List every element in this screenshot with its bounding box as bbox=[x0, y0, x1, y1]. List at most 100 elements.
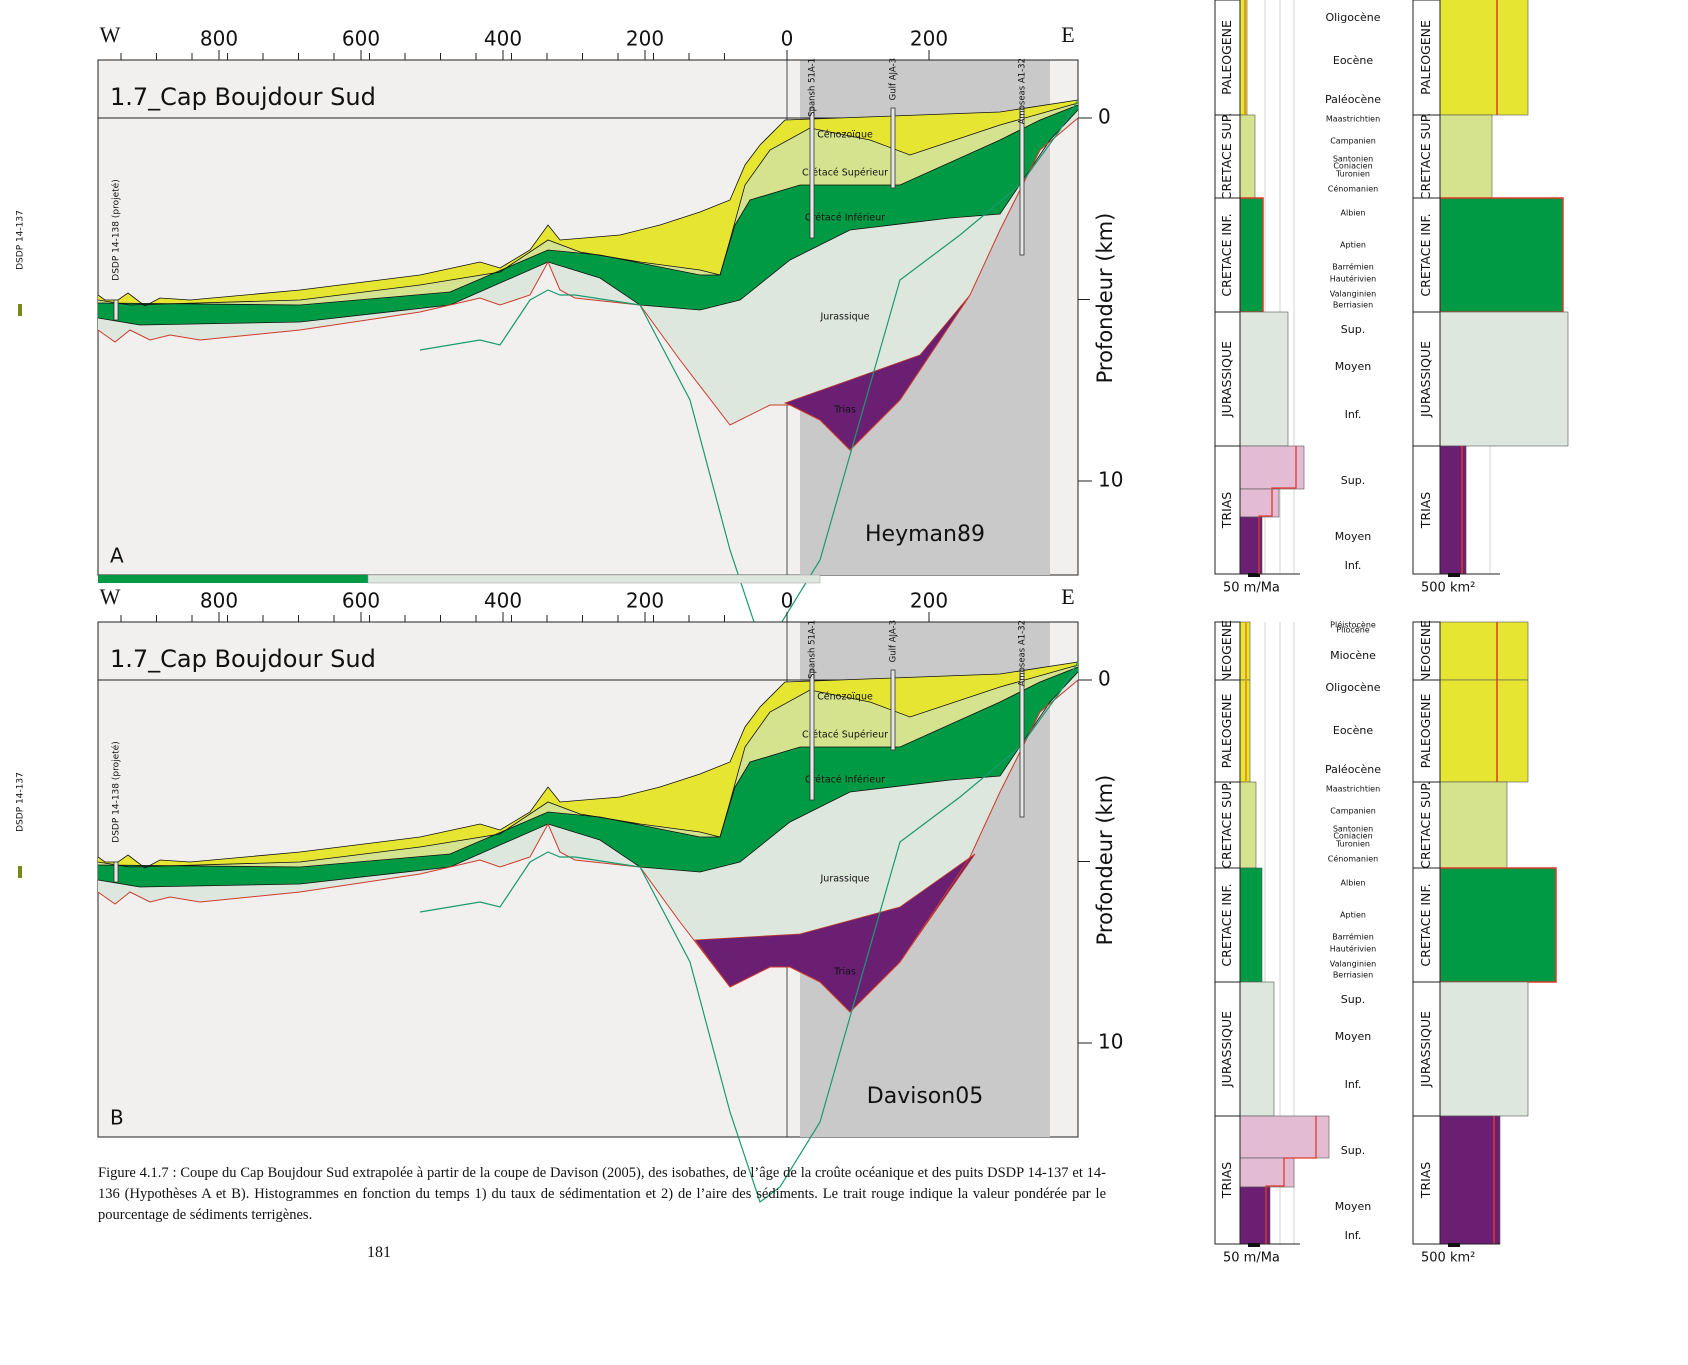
stage-label: Barrémien bbox=[1332, 262, 1374, 272]
stage-label: Miocène bbox=[1330, 649, 1376, 662]
stage-label: Inf. bbox=[1345, 408, 1362, 421]
period-box bbox=[1412, 981, 1441, 1117]
well bbox=[890, 107, 896, 189]
period-label: TRIAS bbox=[1418, 492, 1433, 530]
layer-label: Crétacé Inférieur bbox=[805, 775, 885, 786]
period-box bbox=[1412, 867, 1441, 983]
depth-tick-label: 0 bbox=[1098, 667, 1111, 691]
distance-tick-label: 0 bbox=[781, 27, 794, 51]
well bbox=[1019, 669, 1025, 818]
period-box bbox=[1214, 311, 1241, 447]
stage-label: Cénomanien bbox=[1328, 854, 1378, 864]
histogram-bar bbox=[1439, 981, 1529, 1117]
scale-label: 50 m/Ma bbox=[1223, 581, 1280, 596]
depth-tick-label: 10 bbox=[1098, 1030, 1123, 1054]
period-label: JURASSIQUE bbox=[1219, 341, 1234, 418]
scale-label: 500 km² bbox=[1421, 1251, 1475, 1266]
distance-tick-label: 600 bbox=[342, 27, 380, 51]
stage-label: Valanginien bbox=[1330, 960, 1377, 969]
projected-well-label: DSDP 14-138 (projeté) bbox=[111, 179, 122, 280]
stage-label: Barrémien bbox=[1332, 932, 1374, 942]
projected-well bbox=[113, 861, 119, 883]
stage-label: Aptien bbox=[1340, 911, 1366, 920]
stage-label: Hautérivien bbox=[1330, 944, 1377, 954]
period-box bbox=[1214, 114, 1241, 199]
age-bar bbox=[98, 575, 368, 583]
period-label: PALEOGENE bbox=[1219, 693, 1234, 768]
period-box bbox=[1214, 445, 1241, 575]
layer-label: Cénozoïque bbox=[817, 692, 873, 703]
period-box bbox=[1412, 114, 1441, 199]
period-label: PALEOGENE bbox=[1418, 693, 1433, 768]
stage-label: Coniacien bbox=[1333, 832, 1372, 841]
age-bar bbox=[367, 574, 821, 584]
horizon bbox=[97, 661, 1079, 869]
histogram-bar bbox=[1439, 114, 1493, 199]
east-label: E bbox=[1061, 584, 1074, 609]
stage-label: Moyen bbox=[1335, 1200, 1371, 1213]
stage-label: Campanien bbox=[1330, 137, 1376, 146]
period-label: TRIAS bbox=[1418, 1162, 1433, 1200]
basement bbox=[97, 117, 1079, 451]
histogram-bar bbox=[1239, 867, 1263, 983]
weighted-line bbox=[1258, 446, 1297, 574]
histogram-bar bbox=[1239, 1115, 1330, 1159]
distance-tick-label: 400 bbox=[484, 589, 522, 613]
stage-label: Turonien bbox=[1335, 840, 1370, 849]
period-box bbox=[1214, 867, 1241, 983]
west-label: W bbox=[100, 584, 121, 609]
period-label: TRIAS bbox=[1219, 492, 1234, 530]
histogram-bar bbox=[1239, 1157, 1295, 1188]
well-label: Gulf AJA-3 bbox=[889, 620, 899, 662]
west-label: W bbox=[100, 22, 121, 47]
layer-label: Trias bbox=[833, 405, 856, 416]
histogram-bar bbox=[1439, 197, 1564, 313]
period-label: CRETACE SUP. bbox=[1418, 781, 1433, 869]
stage-label: Inf. bbox=[1345, 559, 1362, 572]
well-label: Spansh 51A-1 bbox=[808, 620, 818, 679]
stage-label: Berriasien bbox=[1333, 301, 1373, 310]
distance-tick-label: 0 bbox=[781, 589, 794, 613]
distance-tick-label: 800 bbox=[200, 27, 238, 51]
section-title: 1.7_Cap Boujdour Sud bbox=[110, 645, 376, 673]
basement bbox=[97, 679, 1079, 1013]
stage-label: Sup. bbox=[1341, 993, 1365, 1006]
layer-label: Crétacé Inférieur bbox=[805, 213, 885, 224]
distance-tick-label: 600 bbox=[342, 589, 380, 613]
histogram-bar bbox=[1239, 445, 1305, 490]
period-box bbox=[1214, 1115, 1241, 1245]
stage-label: Berriasien bbox=[1333, 971, 1373, 980]
period-box bbox=[1214, 197, 1241, 313]
layer-label: Jurassique bbox=[820, 312, 870, 323]
well-label: Amoseas A1-32 bbox=[1018, 58, 1028, 124]
stage-label: Moyen bbox=[1335, 360, 1371, 373]
histogram-bar bbox=[1239, 781, 1257, 869]
layer-label: Crétacé Supérieur bbox=[802, 168, 888, 179]
period-label: TRIAS bbox=[1219, 1162, 1234, 1200]
period-box bbox=[1412, 197, 1441, 313]
depth-tick-label: 0 bbox=[1098, 105, 1111, 129]
period-box bbox=[1412, 0, 1441, 116]
histogram-bar bbox=[1439, 781, 1508, 869]
panel-label: A bbox=[110, 544, 124, 568]
stage-label: Sup. bbox=[1341, 323, 1365, 336]
period-label: JURASSIQUE bbox=[1418, 341, 1433, 418]
histogram-bar bbox=[1239, 488, 1280, 518]
cross-section: 1.7_Cap Boujdour Sud B Davison05 Cénozoïque… bbox=[97, 584, 1123, 1203]
histogram-bar bbox=[1439, 679, 1529, 783]
period-box bbox=[1412, 621, 1441, 681]
isobath bbox=[419, 661, 1079, 1203]
scale-bar bbox=[1448, 573, 1460, 577]
model-name: Davison05 bbox=[867, 1084, 983, 1109]
stage-label: Moyen bbox=[1335, 530, 1371, 543]
layer-label: Crétacé Supérieur bbox=[802, 730, 888, 741]
side-label: DSDP 14-137 bbox=[16, 210, 26, 270]
horizon bbox=[97, 99, 1079, 307]
period-box bbox=[1412, 445, 1441, 575]
scale-label: 500 km² bbox=[1421, 581, 1475, 596]
page-number: 181 bbox=[367, 1244, 391, 1261]
histogram-bar bbox=[1239, 114, 1256, 199]
histogram-bar bbox=[1239, 981, 1275, 1117]
